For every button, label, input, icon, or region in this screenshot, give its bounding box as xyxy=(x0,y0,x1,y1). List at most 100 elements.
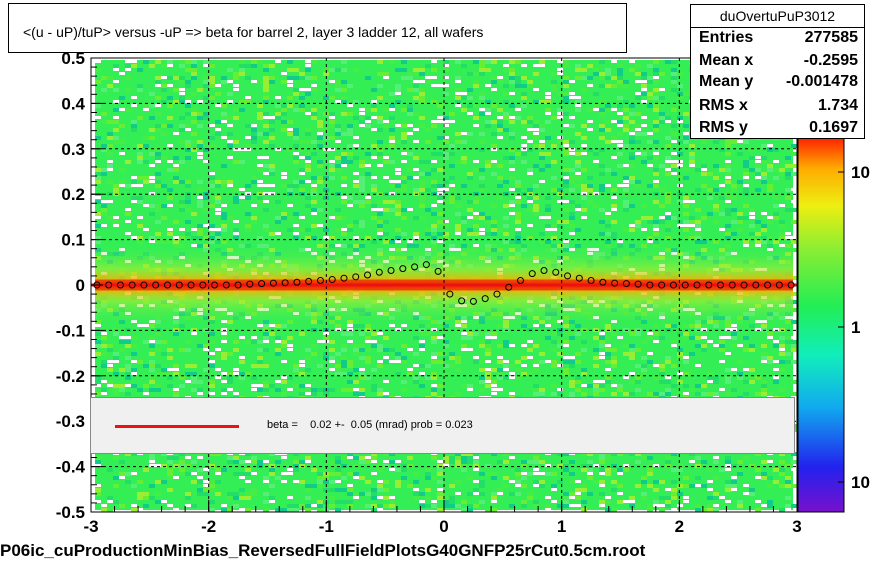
heat-cell xyxy=(95,460,101,464)
heat-cell xyxy=(335,364,341,368)
heat-cell xyxy=(629,352,635,356)
heat-cell xyxy=(683,168,689,172)
heat-cell xyxy=(209,332,215,336)
heat-cell xyxy=(155,232,161,236)
heat-cell xyxy=(281,456,287,459)
heat-cell xyxy=(269,184,275,187)
heat-cell xyxy=(119,140,125,144)
heat-cell xyxy=(173,156,179,160)
heat-cell xyxy=(665,504,671,508)
heat-cell xyxy=(539,180,545,183)
heat-cell xyxy=(683,496,689,499)
heat-cell xyxy=(467,336,473,340)
heat-cell xyxy=(647,236,653,240)
y-tick-label: 0.1 xyxy=(61,231,85,250)
heat-cell xyxy=(179,452,185,456)
heat-cell xyxy=(515,484,521,487)
heat-cell xyxy=(545,228,551,231)
heat-cell xyxy=(539,168,545,172)
heat-cell xyxy=(293,152,299,155)
heat-cell xyxy=(383,144,389,148)
heat-cell xyxy=(311,116,317,120)
heat-cell xyxy=(767,360,773,364)
heat-cell xyxy=(101,144,107,148)
heat-cell xyxy=(137,200,143,204)
heat-cell xyxy=(653,168,659,172)
heat-cell xyxy=(263,132,269,136)
heat-cell xyxy=(341,488,347,492)
heat-cell xyxy=(647,360,653,364)
heat-cell xyxy=(665,168,671,171)
heat-cell xyxy=(239,376,245,380)
heat-cell xyxy=(185,372,191,376)
heat-cell xyxy=(203,60,209,64)
heat-cell xyxy=(743,484,749,487)
heat-cell xyxy=(215,132,221,136)
heat-cell xyxy=(635,72,641,76)
heat-cell xyxy=(629,156,635,160)
heat-cell xyxy=(341,456,347,460)
heat-cell xyxy=(683,204,689,208)
heat-cell xyxy=(551,500,557,503)
heat-cell xyxy=(335,128,341,132)
heat-cell xyxy=(197,236,203,240)
heat-cell xyxy=(113,392,119,396)
heat-cell xyxy=(599,208,605,212)
heat-cell xyxy=(629,332,635,336)
heat-cell xyxy=(569,364,575,368)
heat-cell xyxy=(659,112,665,116)
heat-cell xyxy=(671,152,677,155)
heat-cell xyxy=(215,356,221,360)
heat-cell xyxy=(383,208,389,212)
heat-cell xyxy=(329,348,335,352)
heat-cell xyxy=(341,476,347,480)
heat-cell xyxy=(221,340,227,343)
heat-cell xyxy=(401,124,407,128)
heat-cell xyxy=(725,392,731,396)
heat-cell xyxy=(569,360,575,364)
heat-cell xyxy=(539,388,545,392)
heat-cell xyxy=(221,80,227,84)
heat-cell xyxy=(179,60,185,64)
heat-cell xyxy=(137,116,143,120)
heat-cell xyxy=(185,180,191,184)
heat-cell xyxy=(779,484,785,488)
heat-cell xyxy=(407,76,413,80)
profile-point xyxy=(446,290,454,298)
profile-point xyxy=(681,281,689,289)
heat-cell xyxy=(95,340,101,344)
heat-cell xyxy=(563,184,569,188)
heat-cell xyxy=(581,488,587,492)
heat-cell xyxy=(443,364,449,368)
heat-cell xyxy=(209,96,215,100)
heat-cell xyxy=(557,72,563,75)
heat-cell xyxy=(191,72,197,76)
heat-cell xyxy=(329,80,335,83)
heat-cell xyxy=(497,228,503,232)
heat-cell xyxy=(539,144,545,148)
heat-cell xyxy=(413,236,419,239)
heat-cell xyxy=(149,204,155,208)
heat-cell xyxy=(209,380,215,384)
heat-cell xyxy=(209,64,215,68)
stats-row-mean-x: Mean x -0.2595 xyxy=(699,52,858,74)
heat-cell xyxy=(203,480,209,483)
heat-cell xyxy=(179,384,185,388)
heat-cell xyxy=(515,180,521,184)
heat-cell xyxy=(281,216,287,220)
heat-cell xyxy=(107,500,113,503)
heat-cell xyxy=(557,504,563,508)
heat-cell xyxy=(509,104,515,108)
heat-cell xyxy=(677,352,683,356)
profile-point xyxy=(364,271,372,279)
heat-cell xyxy=(509,136,515,140)
heat-cell xyxy=(665,376,671,379)
heat-cell xyxy=(281,120,287,124)
heat-cell xyxy=(587,188,593,192)
heat-cell xyxy=(701,164,707,168)
heat-cell xyxy=(221,356,227,360)
heat-cell xyxy=(593,160,599,163)
heat-cell xyxy=(773,168,779,172)
heat-cell xyxy=(275,148,281,151)
